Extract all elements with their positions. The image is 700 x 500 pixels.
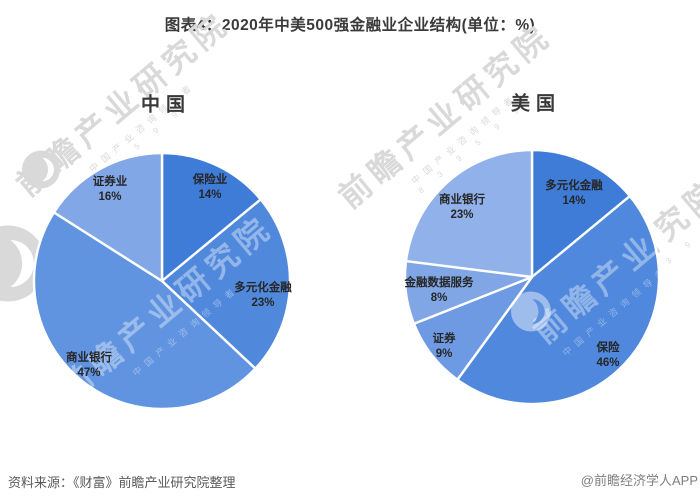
slice-label: 金融数据服务 8% [404, 277, 474, 304]
slice-label: 证券 9% [432, 333, 456, 360]
credit-badge: @前瞻经济学人APP [580, 473, 698, 488]
slice-label: 证券业 16% [92, 176, 128, 203]
source-note: 资料来源：《财富》前瞻产业研究院整理 [8, 475, 236, 490]
slice-label: 保险 46% [596, 342, 620, 369]
pie-slice [404, 148, 534, 279]
pie-subtitle: 美国 [510, 93, 562, 115]
slice-label: 多元化金融 14% [545, 180, 603, 207]
slice-label: 商业银行 23% [439, 194, 485, 221]
pie-subtitle: 中国 [140, 94, 192, 116]
pie-usa [403, 148, 661, 406]
pie-slice [530, 148, 632, 279]
chart-title: 图表4：2020年中美500强金融业企业结构(单位：%) [164, 17, 536, 34]
pie-slice [52, 151, 164, 283]
slice-label: 商业银行 47% [66, 352, 112, 379]
slice-label: 保险业 14% [192, 174, 228, 201]
pie-slice [160, 198, 292, 370]
pie-slice [160, 151, 262, 283]
slice-label: 多元化金融 23% [234, 282, 292, 309]
pie-slice [456, 194, 661, 406]
